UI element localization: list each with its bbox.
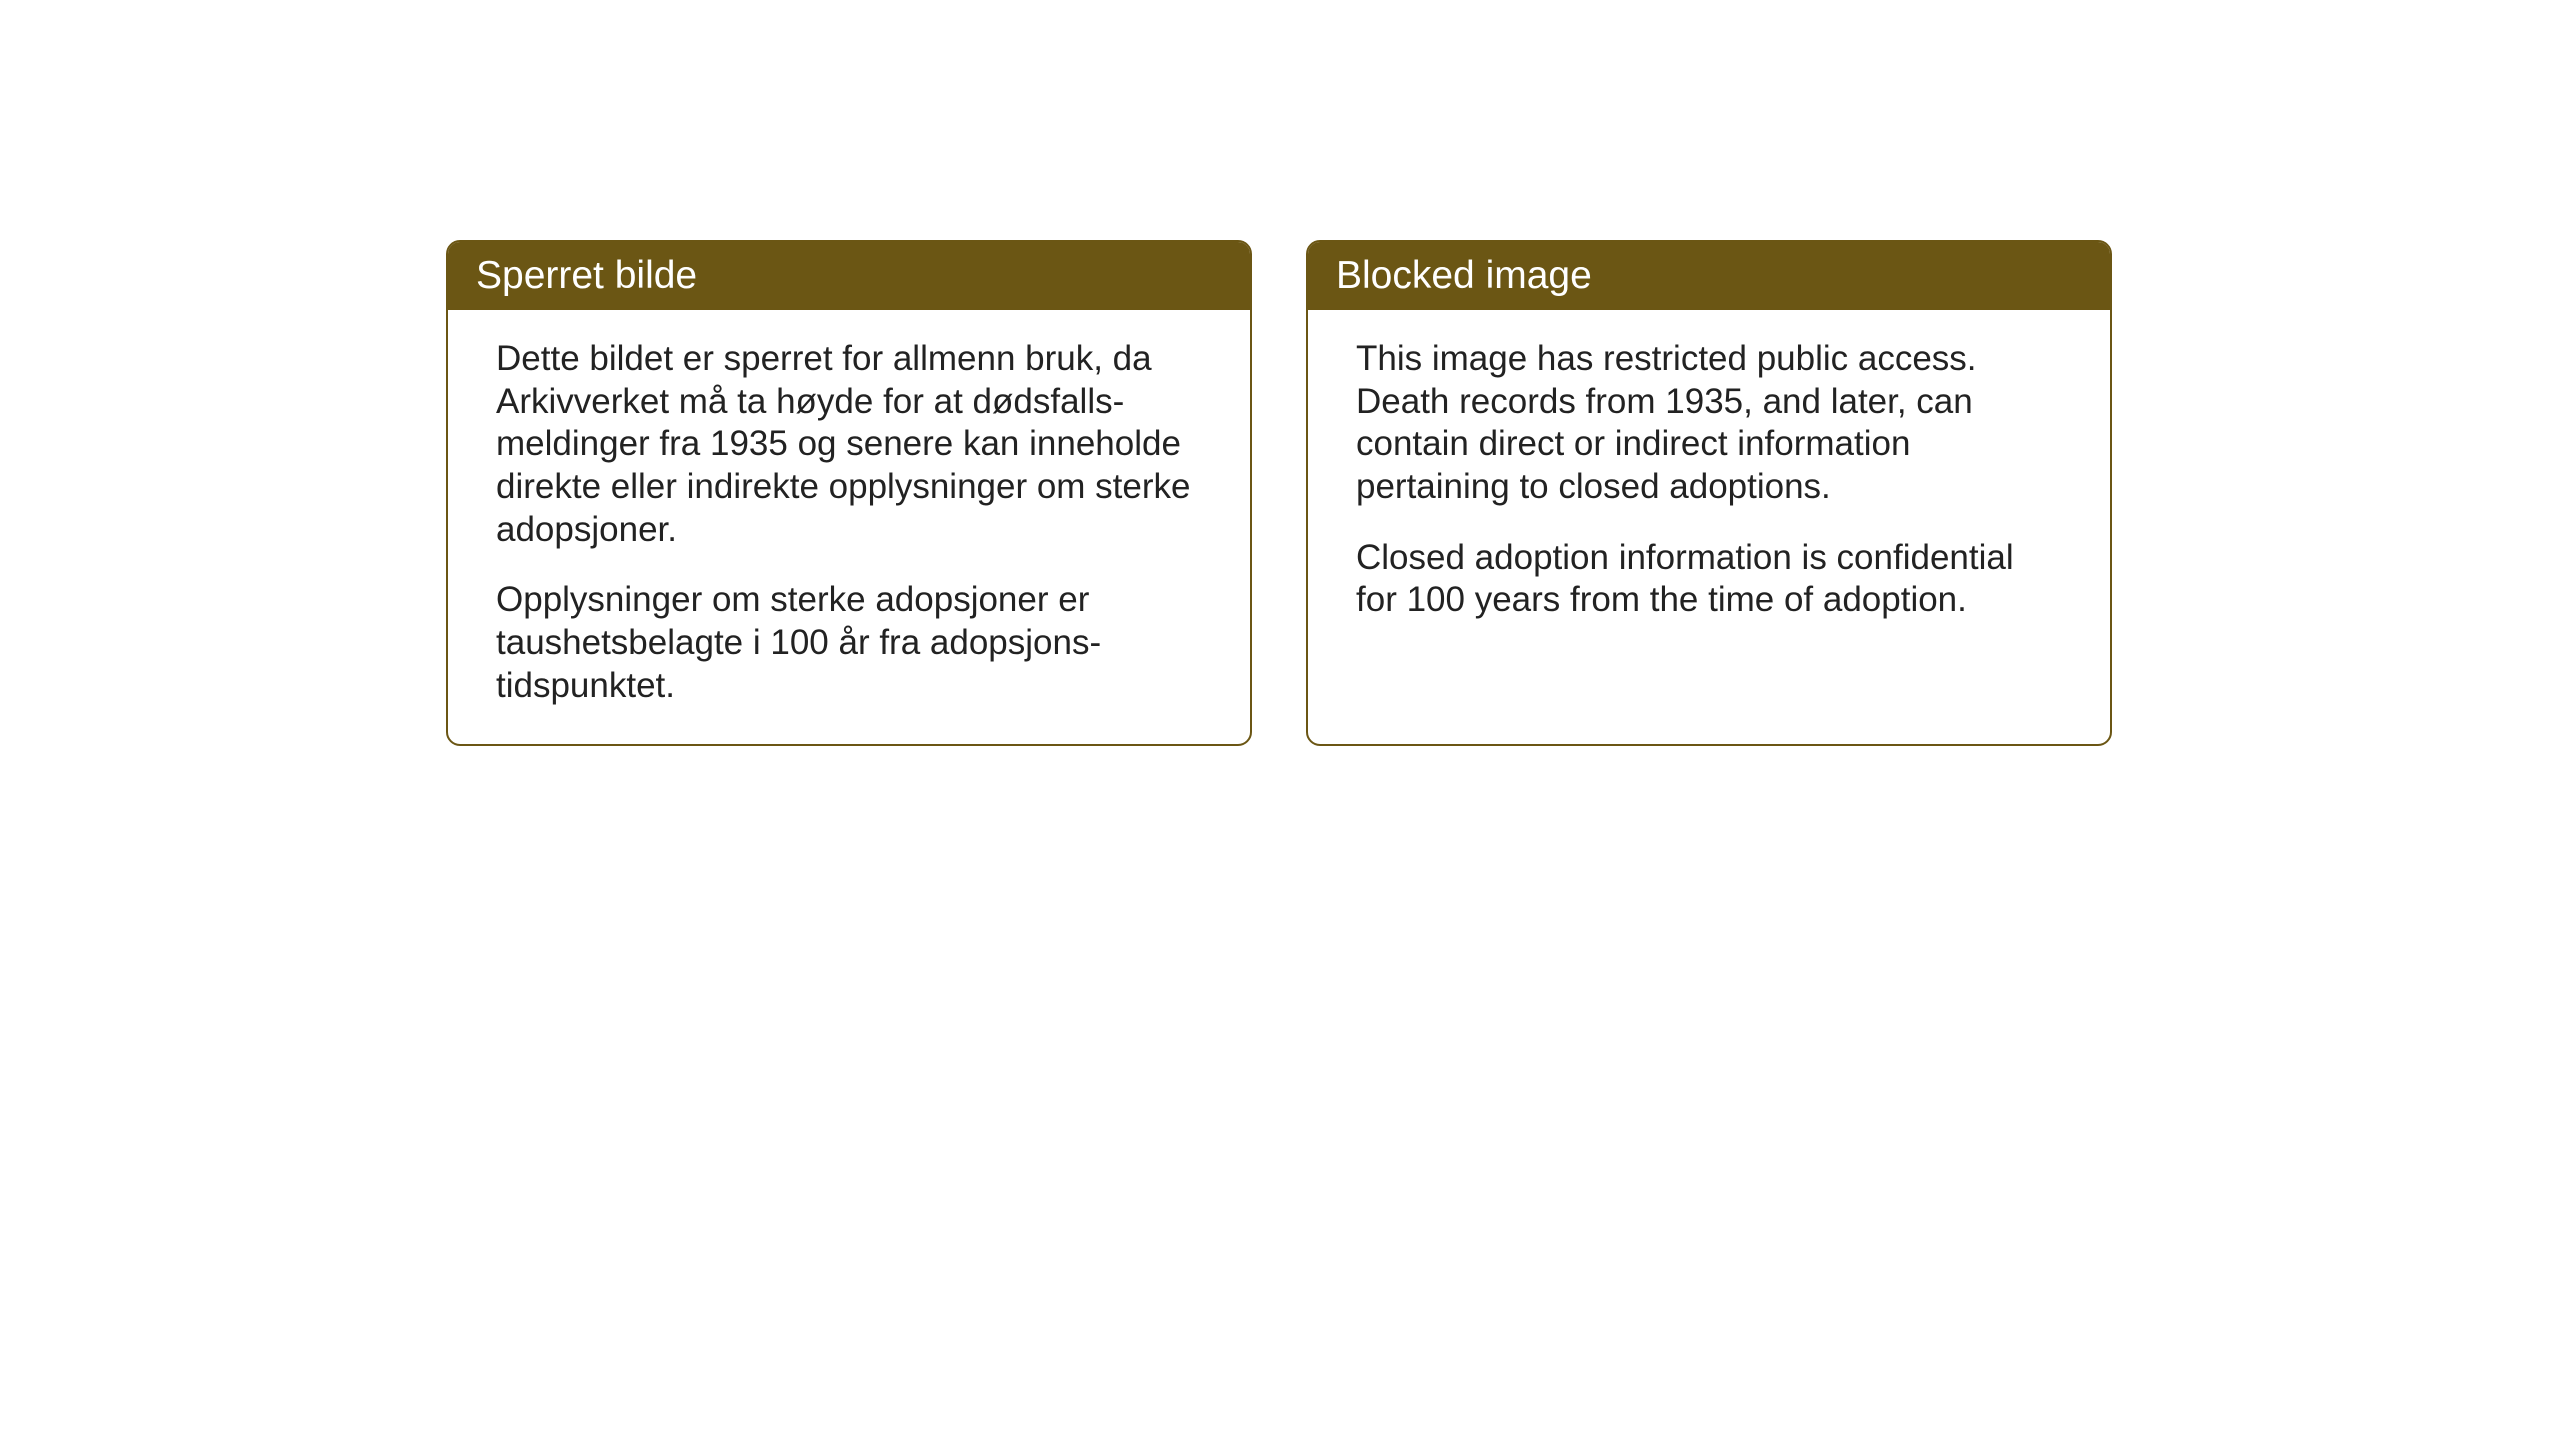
card-paragraph-1-norwegian: Dette bildet er sperret for allmenn bruk… <box>496 338 1202 551</box>
card-paragraph-2-english: Closed adoption information is confident… <box>1356 537 2062 622</box>
notice-card-norwegian: Sperret bilde Dette bildet er sperret fo… <box>446 240 1252 746</box>
card-paragraph-2-norwegian: Opplysninger om sterke adopsjoner er tau… <box>496 579 1202 707</box>
notice-card-english: Blocked image This image has restricted … <box>1306 240 2112 746</box>
card-body-norwegian: Dette bildet er sperret for allmenn bruk… <box>448 310 1250 744</box>
card-title-norwegian: Sperret bilde <box>476 254 697 297</box>
card-header-english: Blocked image <box>1308 242 2110 310</box>
card-body-english: This image has restricted public access.… <box>1308 310 2110 658</box>
card-header-norwegian: Sperret bilde <box>448 242 1250 310</box>
card-paragraph-1-english: This image has restricted public access.… <box>1356 338 2062 509</box>
notice-container: Sperret bilde Dette bildet er sperret fo… <box>446 240 2112 746</box>
card-title-english: Blocked image <box>1336 254 1592 297</box>
